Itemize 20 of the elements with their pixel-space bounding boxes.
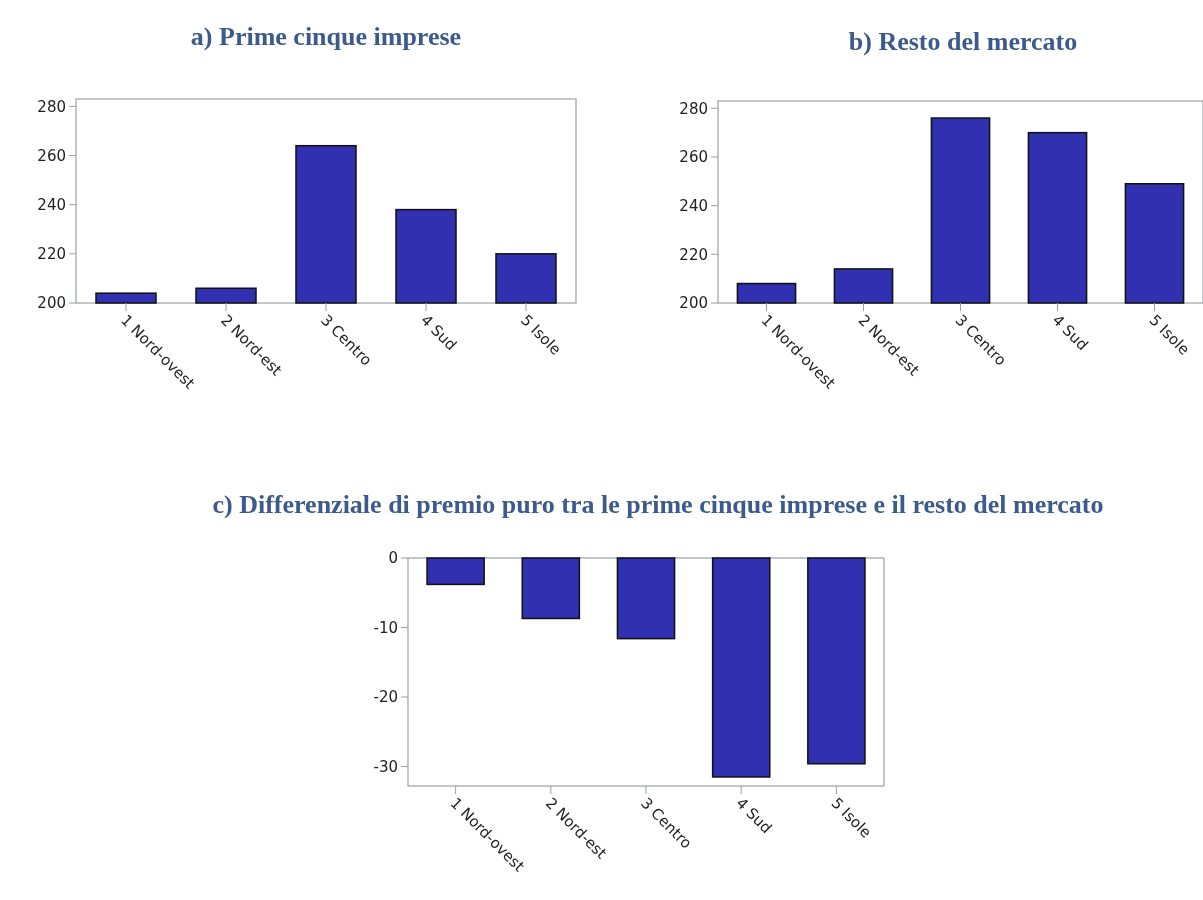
y-tick-label: 220 <box>37 245 66 264</box>
y-tick-label: 240 <box>679 196 708 215</box>
chart-title: c) Differenziale di premio puro tra le prime cinque imprese e il resto del mercato <box>212 490 1104 519</box>
y-tick-label: 240 <box>37 195 66 214</box>
y-tick-label: -20 <box>373 688 398 707</box>
y-tick-label: 220 <box>679 245 708 264</box>
y-tick-label: 280 <box>679 99 708 118</box>
y-tick-label: 200 <box>679 294 708 313</box>
chart-title: b) Resto del mercato <box>848 27 1078 56</box>
x-tick-label: 4 Sud <box>1048 311 1092 355</box>
y-tick-label: -30 <box>373 757 398 776</box>
x-tick-label: 4 Sud <box>417 311 461 355</box>
y-tick-label: 200 <box>37 294 66 313</box>
y-tick-label: 260 <box>679 148 708 167</box>
x-tick-label: 4 Sud <box>732 794 776 838</box>
y-tick-label: 260 <box>37 146 66 165</box>
y-tick-label: 280 <box>37 97 66 116</box>
y-tick-label: -10 <box>373 618 398 637</box>
chart-title: a) Prime cinque imprese <box>190 22 462 51</box>
y-tick-label: 0 <box>388 549 398 568</box>
